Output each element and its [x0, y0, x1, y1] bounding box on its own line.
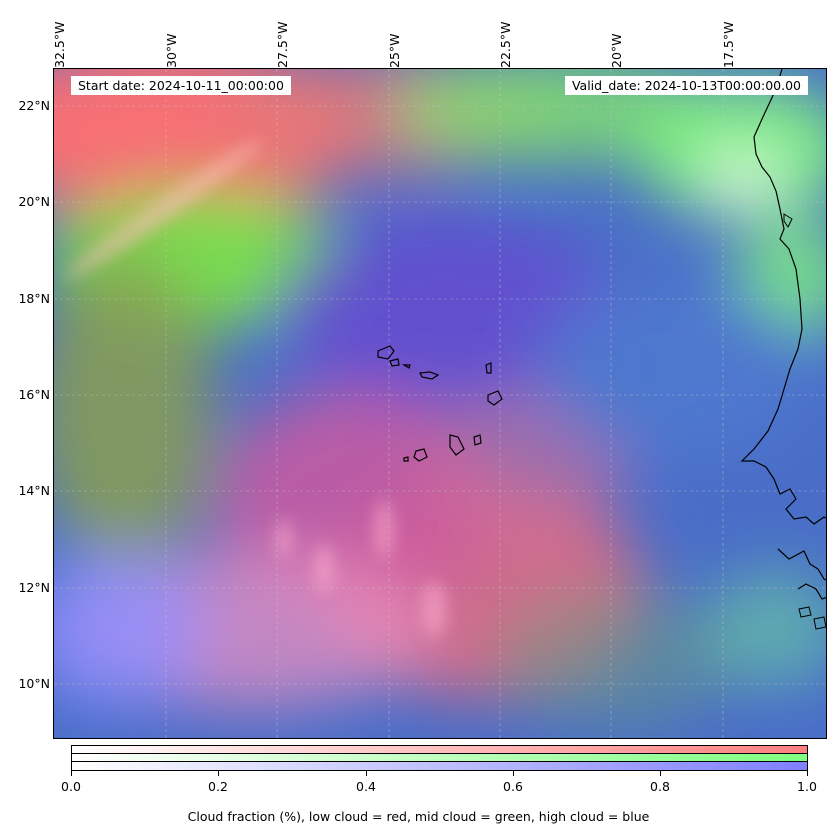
colorbar-tick-label: 0.6 [503, 779, 523, 794]
cloud-fraction-map [53, 68, 827, 739]
colorbar-tick-label: 1.0 [797, 779, 817, 794]
lat-tick-label: 20°N [18, 194, 50, 209]
lat-tick-label: 14°N [18, 483, 50, 498]
map-canvas [54, 69, 826, 738]
colorbar-tickmark [71, 771, 72, 776]
lat-tick-label: 12°N [18, 580, 50, 595]
colorbar-high-cloud [72, 762, 807, 770]
colorbar-low-cloud [72, 746, 807, 754]
colorbar-tick-label: 0.8 [650, 779, 670, 794]
start-date-label: Start date: 2024-10-11_00:00:00 [71, 76, 291, 95]
lat-tick-label: 18°N [18, 291, 50, 306]
colorbar-tick-label: 0.4 [356, 779, 376, 794]
lon-tick-label: 17.5°W [721, 21, 736, 68]
colorbar-tickmark [660, 771, 661, 776]
cloud-streaks [65, 139, 446, 637]
cape-verde-islands [377, 345, 503, 462]
lon-tick-label: 22.5°W [498, 21, 513, 68]
colorbar-tickmark [218, 771, 219, 776]
colorbar-tickmark [366, 771, 367, 776]
colorbar-tickmark [807, 771, 808, 776]
lon-tick-label: 30°W [164, 33, 179, 68]
gridlines [54, 69, 826, 738]
lon-tick-label: 27.5°W [275, 21, 290, 68]
lat-tick-label: 10°N [18, 676, 50, 691]
lat-tick-label: 22°N [18, 98, 50, 113]
colorbar [71, 745, 808, 771]
lat-tick-label: 16°N [18, 387, 50, 402]
colorbar-tickmark [513, 771, 514, 776]
colorbar-tick-label: 0.0 [61, 779, 81, 794]
colorbar-tick-label: 0.2 [208, 779, 228, 794]
valid-date-label: Valid_date: 2024-10-13T00:00:00.00 [564, 76, 808, 95]
colorbar-label: Cloud fraction (%), low cloud = red, mid… [187, 809, 650, 824]
lon-tick-label: 20°W [609, 33, 624, 68]
coastline-africa [740, 69, 826, 600]
colorbar-mid-cloud [72, 754, 807, 762]
coastline-senegal-islands [783, 213, 826, 630]
lon-tick-label: 25°W [387, 33, 402, 68]
lon-tick-label: 32.5°W [52, 21, 67, 68]
